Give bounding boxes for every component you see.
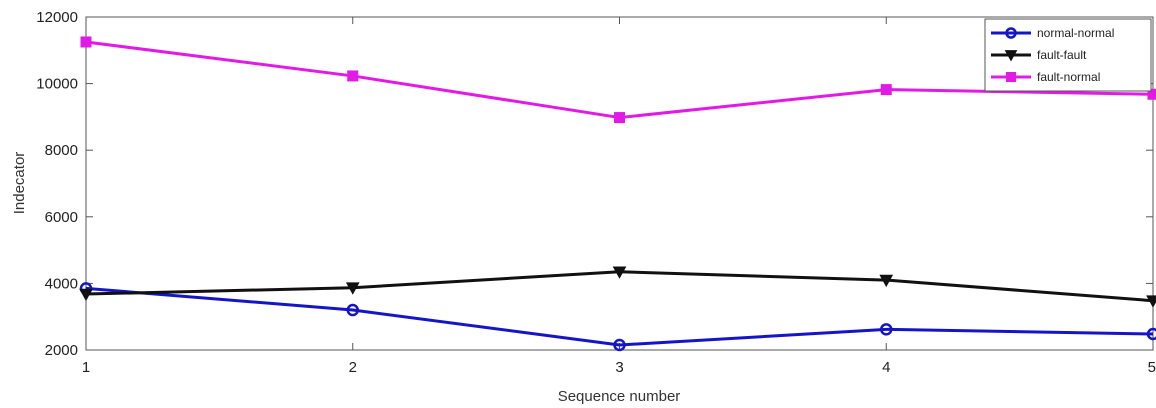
- x-tick-label: 4: [882, 359, 890, 376]
- plot-area: [85, 16, 1154, 351]
- data-point: [614, 112, 625, 124]
- x-tick-label: 5: [1148, 359, 1156, 376]
- y-tick-label: 8000: [45, 142, 78, 159]
- series-normal-normal: [79, 282, 1156, 352]
- data-point: [345, 282, 360, 295]
- y-tick-label: 6000: [45, 209, 78, 226]
- data-point: [880, 84, 892, 96]
- x-tick-label: 2: [349, 359, 357, 376]
- legend-marker: [1004, 50, 1018, 62]
- y-tick-label: 4000: [45, 275, 78, 292]
- data-point: [1147, 88, 1156, 100]
- data-point: [347, 70, 359, 82]
- data-point: [80, 36, 92, 48]
- x-tick-label: 1: [82, 359, 90, 376]
- legend-marker: [1006, 72, 1016, 82]
- series-line: [85, 286, 1154, 347]
- x-axis-ticks: 1 2 3 4 5: [82, 17, 1156, 376]
- data-point: [1146, 327, 1156, 341]
- legend-marker: [1005, 27, 1017, 39]
- y-tick-label: 2000: [45, 342, 78, 359]
- data-point: [79, 288, 93, 302]
- x-tick-label: 3: [615, 359, 623, 376]
- series-fault-normal: [80, 36, 1156, 124]
- y-axis-ticks: 2000 4000 6000 8000 10000 12000: [36, 9, 1153, 359]
- data-point: [612, 266, 627, 279]
- series-fault-fault: [79, 266, 1156, 308]
- data-point: [880, 323, 893, 336]
- legend-label: fault-fault: [1037, 48, 1087, 62]
- data-point: [1146, 295, 1156, 308]
- legend-label: fault-normal: [1037, 70, 1100, 84]
- data-point: [879, 274, 894, 288]
- legend-item: normal-normal: [991, 26, 1114, 40]
- y-tick-label: 12000: [36, 9, 78, 26]
- legend-item: fault-normal: [991, 70, 1100, 84]
- y-tick-label: 10000: [36, 76, 78, 93]
- series-layer: [79, 36, 1156, 352]
- legend-item: fault-fault: [991, 48, 1087, 62]
- y-axis-title: Indecator: [11, 152, 28, 215]
- legend: normal-normal fault-fault fault-normal: [984, 18, 1152, 92]
- x-axis-title: Sequence number: [558, 388, 681, 405]
- data-point: [613, 338, 626, 352]
- legend-label: normal-normal: [1037, 26, 1114, 40]
- data-point: [346, 303, 359, 317]
